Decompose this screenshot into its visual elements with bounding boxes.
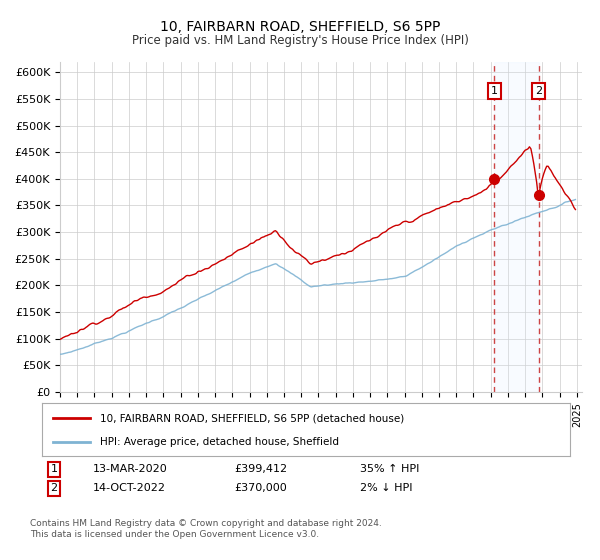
Text: 1: 1 [50,464,58,474]
Text: HPI: Average price, detached house, Sheffield: HPI: Average price, detached house, Shef… [100,436,339,446]
Text: Contains HM Land Registry data © Crown copyright and database right 2024.
This d: Contains HM Land Registry data © Crown c… [30,520,382,539]
Text: 35% ↑ HPI: 35% ↑ HPI [360,464,419,474]
Text: 10, FAIRBARN ROAD, SHEFFIELD, S6 5PP (detached house): 10, FAIRBARN ROAD, SHEFFIELD, S6 5PP (de… [100,413,404,423]
Text: 2% ↓ HPI: 2% ↓ HPI [360,483,413,493]
Text: 2: 2 [50,483,58,493]
Text: 13-MAR-2020: 13-MAR-2020 [93,464,168,474]
Text: 10, FAIRBARN ROAD, SHEFFIELD, S6 5PP: 10, FAIRBARN ROAD, SHEFFIELD, S6 5PP [160,20,440,34]
Text: 14-OCT-2022: 14-OCT-2022 [93,483,166,493]
Bar [494,62,539,392]
Text: £399,412: £399,412 [234,464,287,474]
Text: Price paid vs. HM Land Registry's House Price Index (HPI): Price paid vs. HM Land Registry's House … [131,34,469,46]
Text: 1: 1 [491,86,498,96]
Text: £370,000: £370,000 [234,483,287,493]
Text: 2: 2 [535,86,542,96]
